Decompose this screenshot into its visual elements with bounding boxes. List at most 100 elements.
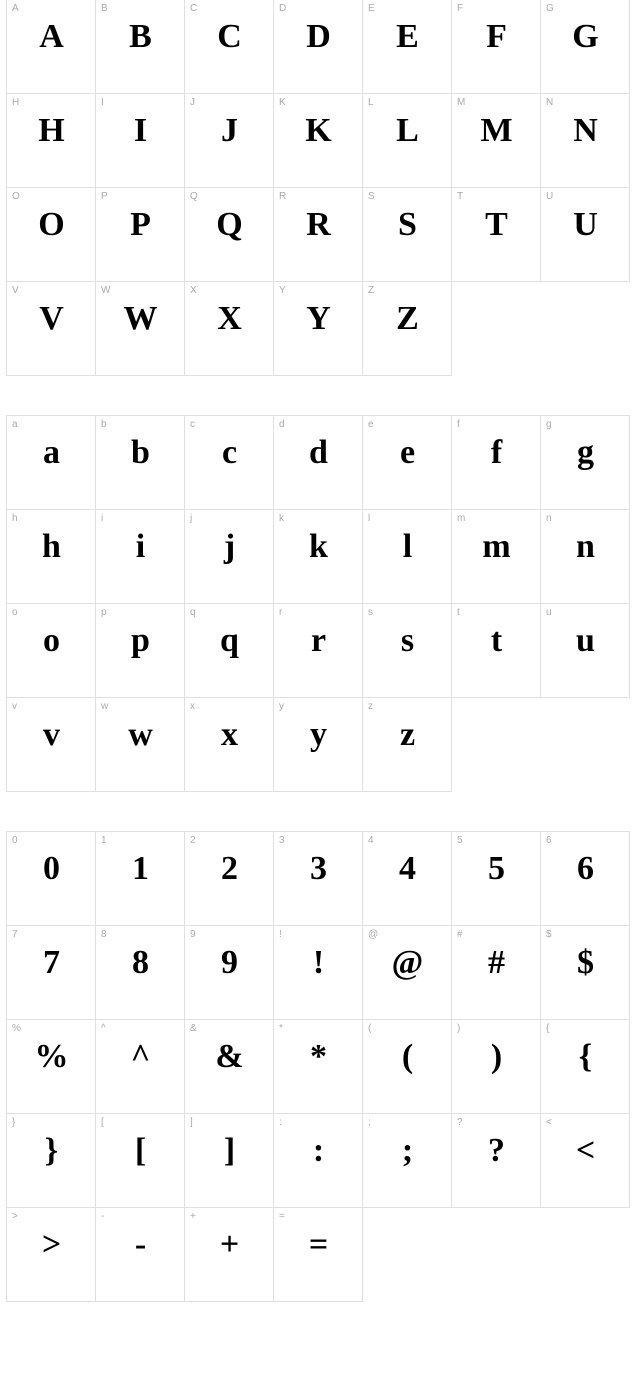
glyph-cell[interactable]: :: [273, 1113, 363, 1208]
glyph-cell[interactable]: ll [362, 509, 452, 604]
glyph-cell[interactable]: 11 [95, 831, 185, 926]
glyph-cell[interactable]: pp [95, 603, 185, 698]
glyph-cell[interactable]: SS [362, 187, 452, 282]
glyph-cell[interactable]: {{ [540, 1019, 630, 1114]
glyph-cell[interactable]: XX [184, 281, 274, 376]
glyph-label: a [12, 419, 18, 430]
glyph-cell[interactable]: ** [273, 1019, 363, 1114]
glyph-cell[interactable]: @@ [362, 925, 452, 1020]
glyph-cell[interactable]: II [95, 93, 185, 188]
glyph-cell[interactable]: ++ [184, 1207, 274, 1302]
glyph-cell[interactable]: 55 [451, 831, 541, 926]
glyph-cell[interactable]: 00 [6, 831, 96, 926]
glyph-cell[interactable]: ff [451, 415, 541, 510]
glyph-cell[interactable]: -- [95, 1207, 185, 1302]
glyph-display: N [541, 112, 629, 150]
glyph-display: M [452, 112, 540, 150]
glyph-cell[interactable]: 88 [95, 925, 185, 1020]
glyph-display: L [363, 112, 451, 150]
glyph-cell[interactable]: VV [6, 281, 96, 376]
glyph-cell[interactable]: CC [184, 0, 274, 94]
glyph-cell[interactable]: dd [273, 415, 363, 510]
glyph-cell[interactable]: NN [540, 93, 630, 188]
glyph-cell[interactable]: gg [540, 415, 630, 510]
glyph-display: < [541, 1132, 629, 1170]
glyph-cell[interactable]: && [184, 1019, 274, 1114]
glyph-cell[interactable]: ?? [451, 1113, 541, 1208]
glyph-cell[interactable]: DD [273, 0, 363, 94]
glyph-cell[interactable]: ii [95, 509, 185, 604]
glyph-label: w [101, 701, 108, 712]
glyph-cell[interactable]: YY [273, 281, 363, 376]
glyph-cell[interactable]: cc [184, 415, 274, 510]
glyph-cell[interactable]: xx [184, 697, 274, 792]
glyph-cell[interactable]: )) [451, 1019, 541, 1114]
glyph-cell[interactable]: ]] [184, 1113, 274, 1208]
glyph-cell[interactable]: qq [184, 603, 274, 698]
glyph-cell[interactable]: UU [540, 187, 630, 282]
glyph-cell[interactable]: mm [451, 509, 541, 604]
glyph-cell[interactable]: RR [273, 187, 363, 282]
glyph-cell[interactable]: << [540, 1113, 630, 1208]
glyph-cell[interactable]: AA [6, 0, 96, 94]
glyph-cell[interactable]: WW [95, 281, 185, 376]
glyph-cell[interactable]: 66 [540, 831, 630, 926]
glyph-cell[interactable]: >> [6, 1207, 96, 1302]
glyph-cell[interactable]: oo [6, 603, 96, 698]
glyph-cell[interactable]: vv [6, 697, 96, 792]
glyph-cell[interactable]: nn [540, 509, 630, 604]
glyph-cell[interactable]: zz [362, 697, 452, 792]
glyph-cell[interactable]: BB [95, 0, 185, 94]
glyph-cell[interactable]: QQ [184, 187, 274, 282]
glyph-display: $ [541, 944, 629, 982]
glyph-cell[interactable]: EE [362, 0, 452, 94]
glyph-label: z [368, 701, 373, 712]
glyph-cell[interactable]: %% [6, 1019, 96, 1114]
glyph-cell[interactable]: HH [6, 93, 96, 188]
glyph-label: L [368, 97, 374, 108]
glyph-cell[interactable]: yy [273, 697, 363, 792]
glyph-cell[interactable]: ^^ [95, 1019, 185, 1114]
glyph-cell[interactable]: 44 [362, 831, 452, 926]
glyph-cell[interactable]: PP [95, 187, 185, 282]
glyph-cell[interactable]: kk [273, 509, 363, 604]
glyph-cell[interactable]: KK [273, 93, 363, 188]
glyph-cell[interactable]: GG [540, 0, 630, 94]
glyph-cell[interactable]: 99 [184, 925, 274, 1020]
glyph-cell[interactable]: }} [6, 1113, 96, 1208]
glyph-cell[interactable]: ZZ [362, 281, 452, 376]
glyph-cell[interactable]: tt [451, 603, 541, 698]
glyph-cell[interactable]: ## [451, 925, 541, 1020]
glyph-label: T [457, 191, 463, 202]
glyph-cell[interactable]: ww [95, 697, 185, 792]
glyph-cell[interactable]: FF [451, 0, 541, 94]
glyph-cell[interactable]: OO [6, 187, 96, 282]
glyph-cell[interactable]: (( [362, 1019, 452, 1114]
glyph-cell[interactable]: jj [184, 509, 274, 604]
glyph-cell[interactable]: == [273, 1207, 363, 1302]
glyph-label: I [101, 97, 104, 108]
glyph-cell[interactable]: JJ [184, 93, 274, 188]
glyph-label: E [368, 3, 375, 14]
glyph-cell[interactable]: bb [95, 415, 185, 510]
glyph-cell[interactable]: ;; [362, 1113, 452, 1208]
glyph-cell[interactable]: 22 [184, 831, 274, 926]
glyph-display: 3 [274, 850, 362, 888]
glyph-cell[interactable]: uu [540, 603, 630, 698]
glyph-display: E [363, 18, 451, 56]
glyph-cell[interactable]: 77 [6, 925, 96, 1020]
glyph-cell[interactable]: aa [6, 415, 96, 510]
glyph-cell[interactable]: hh [6, 509, 96, 604]
glyph-label: i [101, 513, 103, 524]
empty-cell [540, 281, 630, 376]
glyph-cell[interactable]: $$ [540, 925, 630, 1020]
glyph-cell[interactable]: LL [362, 93, 452, 188]
glyph-cell[interactable]: [[ [95, 1113, 185, 1208]
glyph-cell[interactable]: rr [273, 603, 363, 698]
glyph-cell[interactable]: !! [273, 925, 363, 1020]
glyph-cell[interactable]: MM [451, 93, 541, 188]
glyph-cell[interactable]: ss [362, 603, 452, 698]
glyph-cell[interactable]: 33 [273, 831, 363, 926]
glyph-cell[interactable]: TT [451, 187, 541, 282]
glyph-cell[interactable]: ee [362, 415, 452, 510]
